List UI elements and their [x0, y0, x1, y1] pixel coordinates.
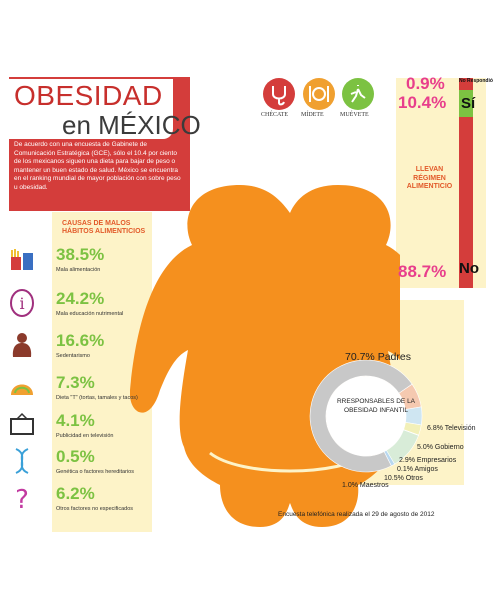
- logo-label: MUÉVETE: [340, 112, 369, 118]
- donut-label-otros: 10.5% Otros: [384, 475, 423, 482]
- cause-value: 38.5%: [56, 245, 105, 264]
- causes-title: CAUSAS DE MALOS HÁBITOS ALIMENTICIOS: [62, 220, 146, 235]
- donut-center-title: RRESPONSABLES DE LA OBESIDAD INFANTIL: [336, 398, 416, 414]
- svg-text:i: i: [19, 294, 24, 313]
- cause-value: 0.5%: [56, 447, 95, 466]
- taco-icon: [8, 373, 36, 401]
- cause-label: Otros factores no especificados: [56, 506, 134, 512]
- cause-value: 7.3%: [56, 373, 95, 392]
- cause-label: Mala alimentación: [56, 267, 101, 273]
- cause-label: Mala educación nutrimental: [56, 311, 124, 317]
- regimen-value-si: 10.4%: [398, 93, 447, 112]
- logo-label: CHÉCATE: [261, 112, 288, 118]
- donut-label-television: 6.8% Televisión: [427, 425, 476, 432]
- fast-food-icon: [8, 245, 36, 273]
- cause-label: Dieta "T" (tortas, tamales y tacos): [56, 395, 138, 401]
- regimen-bar-no: [459, 78, 473, 288]
- donut-hole: [326, 376, 406, 456]
- cause-label: Sedentarismo: [56, 353, 90, 359]
- donut-label-padres: 70.7% Padres: [345, 351, 411, 363]
- donut-label-empresarios: 2.9% Empresarios: [399, 457, 457, 464]
- cause-label: Genética o factores hereditarios: [56, 469, 134, 475]
- cause-value: 4.1%: [56, 411, 95, 430]
- tv-icon: [8, 411, 36, 439]
- plate-cutlery-icon: [303, 78, 335, 110]
- logo-label: MÍDETE: [301, 112, 324, 118]
- regimen-title: LLEVAN RÉGIMEN ALIMENTICIO: [406, 166, 453, 190]
- donut-label-maestros: 1.0% Maestros: [342, 482, 389, 489]
- donut-label-amigos: 0.1% Amigos: [397, 466, 438, 473]
- cause-value: 24.2%: [56, 289, 105, 308]
- question-mark-icon: ?: [8, 484, 36, 515]
- stethoscope-icon: [263, 78, 295, 110]
- regimen-bar-si: [459, 90, 473, 117]
- regimen-category-si: Sí: [461, 95, 476, 112]
- donut-chart: [309, 360, 423, 473]
- dna-icon: [8, 447, 36, 475]
- regimen-category-noresp: No Respondió: [459, 78, 493, 84]
- regimen-value-noresp: 0.9%: [406, 74, 445, 93]
- cause-value: 6.2%: [56, 484, 95, 503]
- title-line2: en MÉXICO: [62, 110, 201, 140]
- intro-text: De acuerdo con una encuesta de Gabinete …: [14, 141, 181, 191]
- info-icon: i: [8, 289, 36, 317]
- cause-value: 16.6%: [56, 331, 105, 350]
- title-line1: OBESIDAD: [14, 80, 163, 111]
- svg-text:?: ?: [15, 485, 29, 512]
- cause-label: Publicidad en televisión: [56, 433, 114, 439]
- footnote: Encuesta telefónica realizada el 29 de a…: [278, 511, 435, 518]
- regimen-category-no: No: [459, 260, 479, 277]
- title-card: [9, 79, 173, 139]
- sedentary-person-icon: [8, 331, 36, 359]
- regimen-value-no: 88.7%: [398, 262, 447, 281]
- donut-label-gobierno: 5.0% Gobierno: [417, 444, 464, 451]
- runner-icon: [342, 78, 374, 110]
